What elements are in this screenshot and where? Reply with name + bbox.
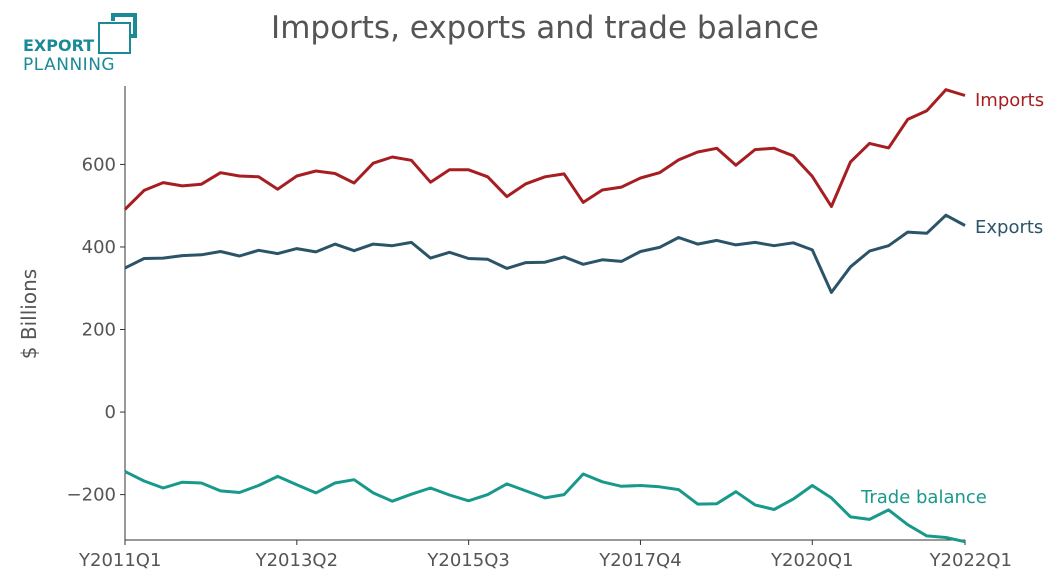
x-tick-label: Y2011Q1 [78,550,161,571]
x-tick-label: Y2017Q4 [598,550,681,571]
series-line-exports [124,213,966,294]
export-planning-logo: EXPORT PLANNING [23,13,137,75]
logo-line2: PLANNING [23,55,115,75]
series-line-trade-balance [124,470,966,544]
logo-arrow-icon [111,13,137,38]
series-lines [123,88,966,544]
x-tick-label: Y2022Q1 [929,550,1012,571]
x-tick-label: Y2013Q2 [255,550,338,571]
x-tick-label: Y2015Q3 [426,550,509,571]
x-tick-label: Y2020Q1 [770,550,853,571]
y-tick-label: 400 [82,237,116,258]
series-label-exports: Exports [975,217,1043,238]
series-line-imports [123,88,966,211]
chart-title: Imports, exports and trade balance [271,10,819,46]
series-labels: Imports Exports Trade balance [860,90,1044,508]
logo-frame-icon [98,22,131,54]
y-tick-label: 0 [105,402,116,423]
x-axis-ticks: Y2011Q1 Y2013Q2 Y2015Q3 Y2017Q4 Y2020Q1 Y2022… [78,540,1012,571]
y-axis-title: $ Billions [17,269,41,359]
y-tick-label: −200 [67,485,116,506]
series-label-imports: Imports [975,90,1044,111]
y-tick-label: 600 [82,154,116,175]
y-tick-label: 200 [82,320,116,341]
logo-line1: EXPORT [23,36,94,55]
y-axis-ticks: −200 0 200 400 600 [67,154,125,506]
series-label-trade-balance: Trade balance [860,487,987,508]
